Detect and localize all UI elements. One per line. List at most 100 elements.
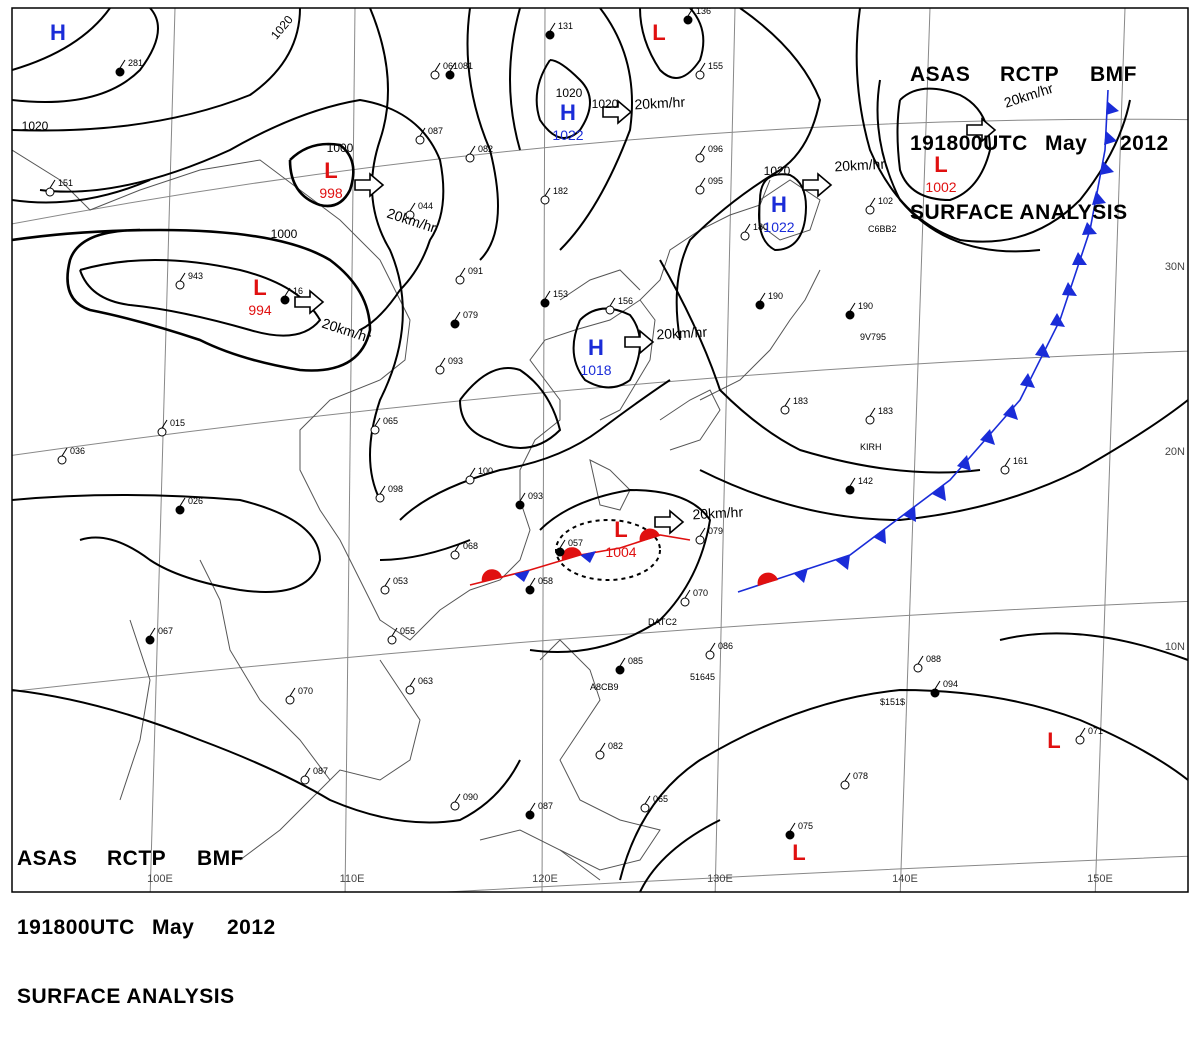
wind-barb-icon	[699, 62, 706, 72]
station-pressure: 088	[926, 654, 941, 664]
wind-barb-icon	[709, 642, 716, 652]
center-pressure-value: 1002	[925, 179, 956, 195]
movement-speed-label: 20km/hr	[692, 504, 744, 523]
isobars	[12, 8, 1188, 892]
station-pressure: 131	[558, 21, 573, 31]
station-pressure: 075	[798, 821, 813, 831]
station-pressure: 079	[463, 310, 478, 320]
station-circle-icon	[280, 295, 290, 305]
station-circle-icon	[45, 187, 55, 197]
center-pressure-value: 998	[319, 185, 343, 201]
station-pressure: 044	[418, 201, 433, 211]
station-circle-icon	[845, 310, 855, 320]
station-pressure: 081	[458, 61, 473, 71]
isobar-label: 1020	[22, 119, 49, 133]
station-circle-icon	[740, 231, 750, 241]
wind-barb-icon	[789, 822, 796, 832]
wind-barb-icon	[529, 577, 536, 587]
station-plots: 281 151 943 16 091 082 153 156 182 131 096 095 190 18…	[45, 8, 1103, 840]
low-pressure-center: L	[324, 158, 337, 183]
wind-barb-icon	[419, 127, 426, 137]
wind-barb-icon	[284, 287, 291, 297]
station-pressure: 281	[128, 58, 143, 68]
wind-barb-icon	[849, 477, 856, 487]
station-pressure: 015	[170, 418, 185, 428]
station-circle-icon	[157, 427, 167, 437]
station-circle-icon	[145, 635, 155, 645]
station-pressure: 183	[878, 406, 893, 416]
station-code: 51645	[690, 672, 715, 682]
station-pressure: 094	[943, 679, 958, 689]
movement-arrow-icon	[966, 117, 997, 143]
station-code: 9V795	[860, 332, 886, 342]
station-circle-icon	[545, 30, 555, 40]
header-product: BMF	[1090, 63, 1137, 86]
wind-barb-icon	[1004, 457, 1011, 467]
station-circle-icon	[1000, 465, 1010, 475]
longitude-label: 130E	[707, 873, 733, 885]
station-circle-icon	[57, 455, 67, 465]
wind-barb-icon	[559, 539, 566, 549]
longitude-label: 100E	[147, 873, 173, 885]
header-station: RCTP	[1000, 63, 1060, 86]
station-code: $151$	[880, 697, 905, 707]
station-circle-icon	[380, 585, 390, 595]
station-circle-icon	[1075, 735, 1085, 745]
station-circle-icon	[450, 319, 460, 329]
station-pressure: 161	[1013, 456, 1028, 466]
low-pressure-center: L	[792, 840, 805, 865]
header-title: SURFACE ANALYSIS	[17, 985, 235, 1008]
header-station: RCTP	[107, 847, 167, 870]
low-pressure-center: L	[934, 152, 947, 177]
station-pressure: 095	[708, 176, 723, 186]
station-circle-icon	[780, 405, 790, 415]
station-circle-icon	[840, 780, 850, 790]
header-title: SURFACE ANALYSIS	[910, 201, 1128, 224]
station-circle-icon	[465, 153, 475, 163]
station-pressure: 180	[753, 222, 768, 232]
station-circle-icon	[865, 205, 875, 215]
movement-speed-label: 20km/hr	[656, 324, 708, 343]
station-circle-icon	[370, 425, 380, 435]
station-pressure: 183	[793, 396, 808, 406]
station-pressure: 102	[878, 196, 893, 206]
station-circle-icon	[615, 665, 625, 675]
wind-barb-icon	[469, 467, 476, 477]
station-circle-icon	[555, 547, 565, 557]
station-pressure: 086	[718, 641, 733, 651]
station-pressure: 098	[388, 484, 403, 494]
header-agency: ASAS	[910, 63, 971, 86]
wind-barb-icon	[699, 177, 706, 187]
station-circle-icon	[430, 70, 440, 80]
station-circle-icon	[695, 70, 705, 80]
cold-front-barbs	[514, 101, 1119, 583]
latitude-label: 10N	[1165, 641, 1185, 653]
station-pressure: 087	[313, 766, 328, 776]
chart-header-top-right: ASAS RCTP BMF 191800UTC May 2012 SURFACE ANA…	[910, 17, 1169, 270]
isobar-label: 1000	[271, 227, 298, 241]
surface-analysis-map: 281 151 943 16 091 082 153 156 182 131 096 095 190 18…	[11, 7, 1189, 893]
high-pressure-center: H	[771, 192, 787, 217]
station-circle-icon	[445, 70, 455, 80]
center-pressure-value: 1022	[763, 219, 794, 235]
station-pressure: 078	[853, 771, 868, 781]
station-pressure: 153	[553, 289, 568, 299]
station-circle-icon	[865, 415, 875, 425]
movement-arrow-icon	[624, 329, 655, 355]
isobar-label: 1000	[327, 141, 354, 155]
wind-barb-icon	[844, 772, 851, 782]
station-pressure: 093	[528, 491, 543, 501]
station-pressure: 087	[428, 126, 443, 136]
wind-barb-icon	[454, 311, 461, 321]
wind-barb-icon	[149, 627, 156, 637]
wind-barb-icon	[644, 795, 651, 805]
station-pressure: 142	[858, 476, 873, 486]
low-pressure-center: L	[1047, 728, 1060, 753]
longitude-label: 120E	[532, 873, 558, 885]
wind-barb-icon	[849, 302, 856, 312]
station-codes: 9V795 KIRH A8CB9 $151$ C6BB2 51645 DATC2	[590, 224, 905, 707]
wind-barb-icon	[744, 223, 751, 233]
chart-frame	[11, 7, 1189, 893]
wind-barb-icon	[687, 8, 694, 17]
station-pressure: 070	[298, 686, 313, 696]
